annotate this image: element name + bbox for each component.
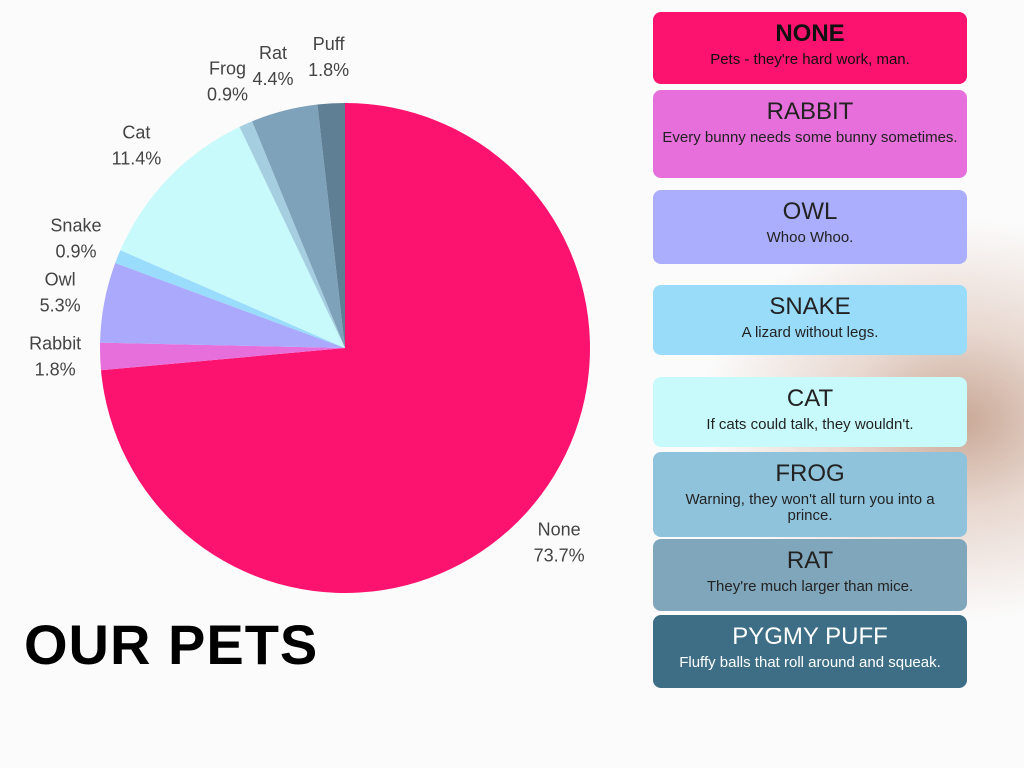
card-text: Whoo Whoo. <box>766 229 854 246</box>
pie-slice <box>100 263 345 348</box>
pet-card: CAT If cats could talk, they wouldn't. <box>653 377 967 447</box>
card-text: Fluffy balls that roll around and squeak… <box>679 654 941 671</box>
pet-card: PYGMY PUFF Fluffy balls that roll around … <box>653 615 967 688</box>
card-text: A lizard without legs. <box>741 324 879 341</box>
pie-slice <box>100 342 345 371</box>
card-text: Every bunny needs some bunny sometimes. <box>662 129 958 146</box>
pie-slice <box>317 103 345 348</box>
pie-slice <box>239 121 345 348</box>
card-title: SNAKE <box>769 293 851 320</box>
pie-slice <box>101 103 591 593</box>
slice-value-label: 1.8% <box>308 60 349 80</box>
pet-card: RABBIT Every bunny needs some bunny somet… <box>653 90 967 178</box>
slice-value-label: 73.7% <box>534 545 585 565</box>
slice-label: Puff <box>313 34 346 54</box>
card-title: NONE <box>775 20 845 47</box>
pie-slice <box>252 104 345 348</box>
pie-slice <box>120 126 346 348</box>
slice-value-label: 4.4% <box>253 69 294 89</box>
card-text: If cats could talk, they wouldn't. <box>706 416 914 433</box>
slice-label: None <box>538 519 581 539</box>
card-text: Pets - they're hard work, man. <box>710 51 910 68</box>
card-text: Warning, they won't all turn you into a … <box>685 491 935 524</box>
slice-label: Snake <box>50 216 101 236</box>
card-title: OWL <box>782 198 838 225</box>
slice-label: Frog <box>209 59 246 79</box>
card-title: RABBIT <box>766 98 854 125</box>
slice-label: Rat <box>259 43 287 63</box>
slice-label: Owl <box>45 270 76 290</box>
card-title: PYGMY PUFF <box>732 623 888 650</box>
card-title: FROG <box>775 460 845 487</box>
slice-value-label: 11.4% <box>112 148 162 168</box>
slice-value-label: 0.9% <box>207 85 248 105</box>
card-title: RAT <box>786 547 834 574</box>
slice-value-label: 5.3% <box>40 296 81 316</box>
slice-label: Cat <box>122 122 150 142</box>
pie-slice <box>115 250 345 348</box>
slice-value-label: 0.9% <box>55 242 96 262</box>
card-text: They're much larger than mice. <box>706 578 914 595</box>
slice-value-label: 1.8% <box>35 360 76 380</box>
pet-card: OWL Whoo Whoo. <box>653 190 967 264</box>
pet-card: RAT They're much larger than mice. <box>653 539 967 611</box>
chart-title: OUR PETS <box>24 613 319 676</box>
pet-card: NONE Pets - they're hard work, man. <box>653 12 967 84</box>
card-title: CAT <box>786 385 834 412</box>
pet-card: FROG Warning, they won't all turn you int… <box>653 452 967 537</box>
pet-card: SNAKE A lizard without legs. <box>653 285 967 355</box>
slice-label: Rabbit <box>29 334 81 354</box>
